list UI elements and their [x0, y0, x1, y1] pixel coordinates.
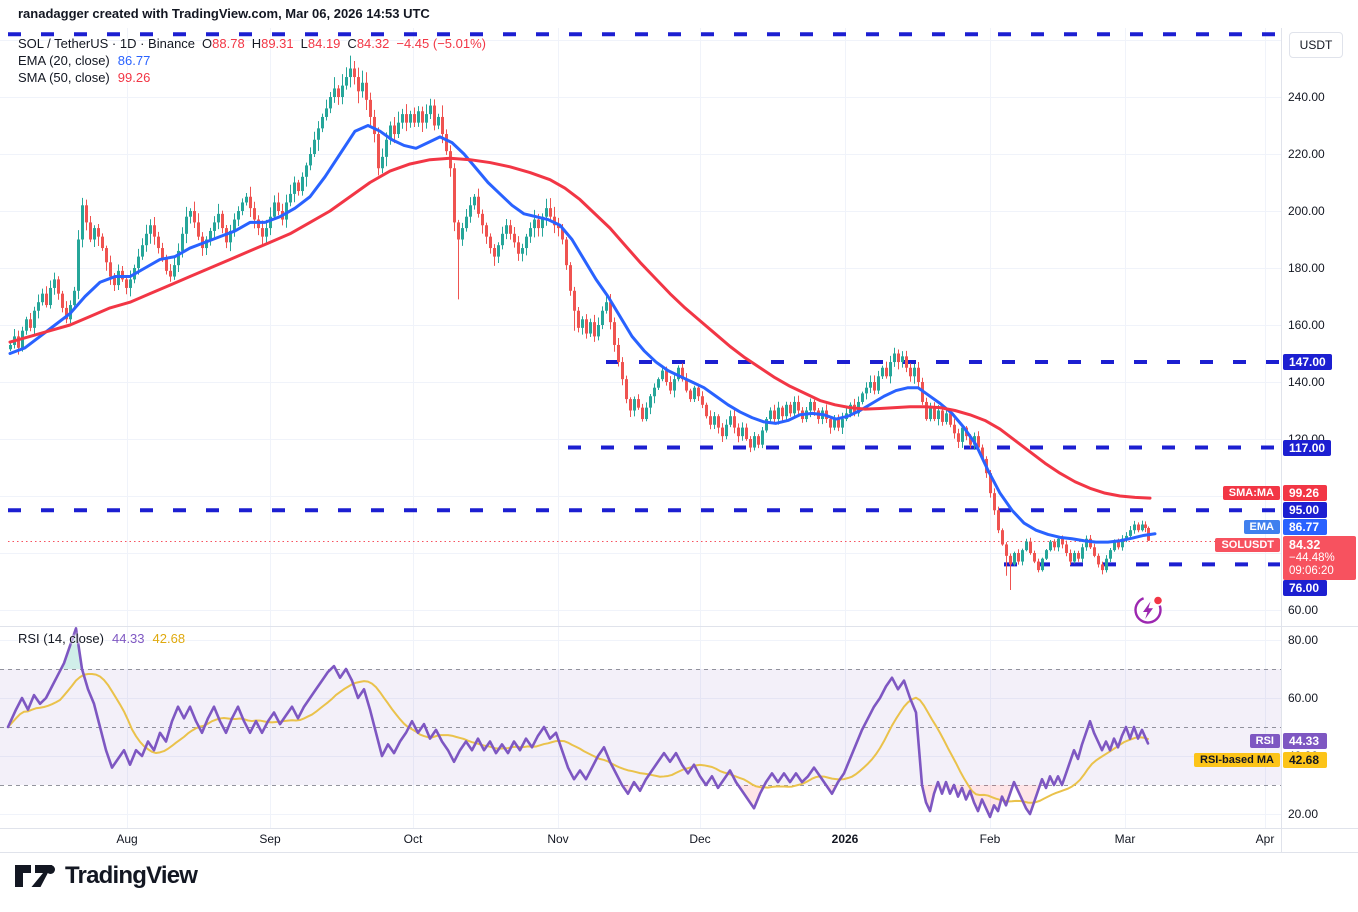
ema-value: 86.77	[117, 53, 151, 68]
rsi-ma-value-badge: 42.68	[1283, 752, 1327, 768]
sma-label: SMA (50, close)	[18, 70, 110, 85]
time-axis-separator	[0, 828, 1358, 829]
month-label[interactable]: Aug	[116, 832, 138, 846]
month-label[interactable]: 2026	[831, 832, 859, 846]
month-label[interactable]: Dec	[689, 832, 711, 846]
price-axis-label[interactable]: 160.00	[1288, 318, 1325, 332]
last-price-badge: 84.32 −44.48% 09:06:20	[1283, 536, 1356, 580]
symbol-title: SOL / TetherUS · 1D · Binance	[18, 36, 196, 51]
rsi-legend[interactable]: RSI (14, close) 44.33 42.68	[18, 631, 185, 646]
month-label[interactable]: Nov	[547, 832, 569, 846]
ema-label: EMA (20, close)	[18, 53, 110, 68]
ohlc-value: 89.31	[261, 36, 294, 51]
rsi-axis-label[interactable]: 20.00	[1288, 807, 1319, 821]
pane-separator[interactable]	[0, 626, 1358, 627]
ohlc-letter: C	[347, 36, 357, 51]
ema-value-badge: 86.77	[1283, 519, 1327, 535]
price-axis-label[interactable]: 60.00	[1288, 603, 1319, 617]
usdt-button[interactable]: USDT	[1289, 32, 1343, 58]
level-badge: 147.00	[1283, 354, 1332, 371]
sma-value: 99.26	[117, 70, 151, 85]
rsi-axis-label[interactable]: 80.00	[1288, 633, 1319, 647]
rsi-label-badge: RSI	[1249, 734, 1280, 748]
sma-label-badge: SMA:MA	[1222, 486, 1280, 500]
bar-countdown: 09:06:20	[1289, 565, 1334, 577]
logo-text: TradingView	[65, 862, 198, 889]
rsi-value-badge: 44.33	[1283, 733, 1327, 749]
symbol-label-badge: SOLUSDT	[1215, 538, 1280, 552]
ohlc-letter: O	[202, 36, 213, 51]
change-value: −4.45 (−5.01%)	[396, 36, 486, 51]
ohlc-value: 84.19	[307, 36, 341, 51]
notification-dot	[1152, 595, 1164, 606]
flash-idea-icon[interactable]	[1131, 593, 1165, 627]
level-badge: 95.00	[1283, 502, 1327, 519]
attribution: ranadagger created with TradingView.com,…	[18, 6, 430, 21]
price-axis-label[interactable]: 240.00	[1288, 90, 1325, 104]
sma-value-badge: 99.26	[1283, 485, 1327, 501]
month-label[interactable]: Feb	[979, 832, 1001, 846]
chart-bottom-border	[0, 852, 1358, 853]
ohlc-letter: H	[251, 36, 262, 51]
ohlc-letter: L	[300, 36, 308, 51]
logo-mark-icon	[15, 865, 55, 887]
month-label[interactable]: Apr	[1255, 832, 1275, 846]
price-axis-label[interactable]: 220.00	[1288, 147, 1325, 161]
lightning-bolt-icon	[1143, 601, 1153, 619]
ema-legend[interactable]: EMA (20, close) 86.77	[18, 53, 150, 68]
rsi-value: 44.33	[111, 631, 145, 646]
price-axis-separator[interactable]	[1281, 28, 1282, 852]
rsi-axis-label[interactable]: 60.00	[1288, 691, 1319, 705]
ema-label-badge: EMA	[1243, 520, 1280, 534]
symbol-legend[interactable]: SOL / TetherUS · 1D · Binance O88.78 H89.3…	[18, 36, 486, 51]
tradingview-logo[interactable]: TradingView	[14, 862, 198, 890]
sma-legend[interactable]: SMA (50, close) 99.26	[18, 70, 150, 85]
month-label[interactable]: Sep	[259, 832, 281, 846]
change-percent: −44.48%	[1289, 552, 1335, 564]
level-badge: 76.00	[1283, 580, 1327, 597]
rsi-ma-value: 42.68	[152, 631, 186, 646]
rsi-label: RSI (14, close)	[18, 631, 104, 646]
price-axis-label[interactable]: 180.00	[1288, 261, 1325, 275]
level-badge: 117.00	[1283, 439, 1332, 456]
month-label[interactable]: Mar	[1114, 832, 1136, 846]
ohlc-group: O88.78 H89.31 L84.19 C84.32 −4.45 (−5.01%)	[195, 36, 486, 51]
ohlc-value: 88.78	[212, 36, 245, 51]
last-price-value: 84.32	[1289, 538, 1321, 552]
price-axis-label[interactable]: 200.00	[1288, 204, 1325, 218]
month-label[interactable]: Oct	[403, 832, 423, 846]
price-axis-label[interactable]: 140.00	[1288, 375, 1325, 389]
rsi-ma-label-badge: RSI-based MA	[1194, 753, 1280, 767]
ohlc-value: 84.32	[356, 36, 390, 51]
